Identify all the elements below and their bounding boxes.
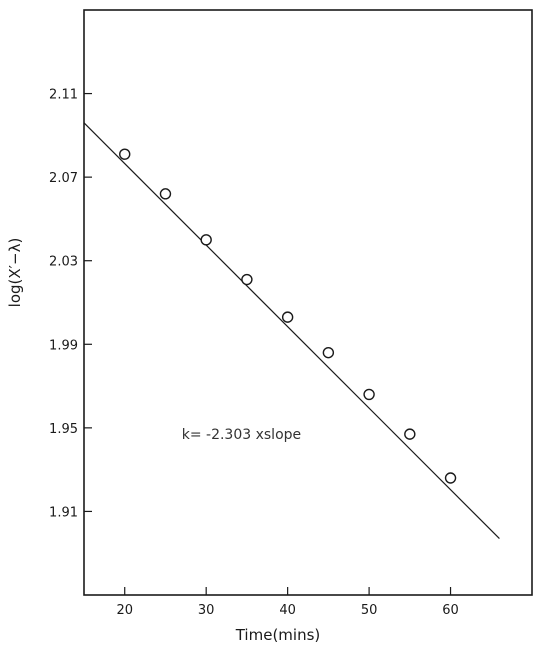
data-point — [446, 473, 456, 483]
plot-axes — [84, 10, 532, 595]
fit-line-group — [84, 123, 499, 539]
data-point — [364, 389, 374, 399]
x-tick-label: 60 — [442, 603, 459, 618]
text-labels: 20 30 40 50 60 1.91 1.95 1.99 2.03 2.07 2.11 Time(m… — [6, 88, 459, 644]
data-point — [405, 429, 415, 439]
y-tick-label: 1.91 — [49, 505, 78, 520]
y-axis-label: log(X′−λ) — [6, 238, 24, 308]
fit-line — [84, 123, 499, 539]
y-tick-label: 1.95 — [49, 422, 78, 437]
x-tick-label: 50 — [361, 603, 378, 618]
data-point — [323, 348, 333, 358]
data-point — [201, 235, 211, 245]
y-tick-label: 2.03 — [49, 255, 78, 270]
rate-constant-annotation: k= -2.303 xslope — [182, 427, 301, 443]
data-point — [242, 275, 252, 285]
data-point — [160, 189, 170, 199]
x-axis-label: Time(mins) — [235, 626, 321, 644]
tick-marks — [84, 94, 451, 595]
x-tick-label: 40 — [279, 603, 296, 618]
x-tick-label: 20 — [116, 603, 133, 618]
y-tick-label: 1.99 — [49, 338, 78, 353]
y-tick-label: 2.07 — [49, 171, 78, 186]
plot-frame — [84, 10, 532, 595]
data-point — [120, 149, 130, 159]
data-point — [283, 312, 293, 322]
x-tick-label: 30 — [198, 603, 215, 618]
y-tick-label: 2.11 — [49, 88, 78, 103]
